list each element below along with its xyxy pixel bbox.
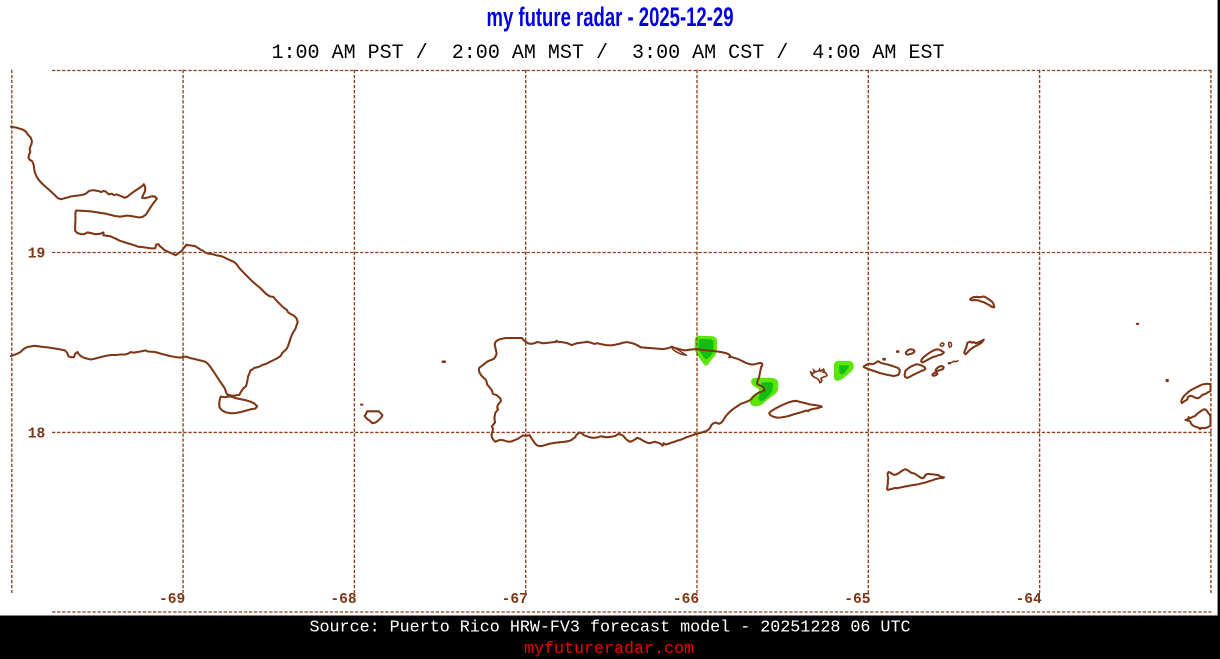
svg-text:18: 18 <box>28 426 46 442</box>
svg-text:my future radar - 2025-12-29: my future radar - 2025-12-29 <box>487 2 734 32</box>
svg-text:Source: Puerto Rico HRW-FV3 fo: Source: Puerto Rico HRW-FV3 forecast mod… <box>310 618 911 637</box>
svg-text:-68: -68 <box>330 592 356 608</box>
svg-text:19: 19 <box>28 246 46 262</box>
svg-text:1:00 AM PST / 2:00 AM MST /: 1:00 AM PST / 2:00 AM MST / 3:00 AM CST … <box>272 42 945 65</box>
svg-text:myfutureradar.com: myfutureradar.com <box>524 639 694 658</box>
svg-text:-64: -64 <box>1016 592 1043 608</box>
svg-text:-66: -66 <box>673 592 699 608</box>
svg-text:-69: -69 <box>159 592 185 608</box>
svg-text:-65: -65 <box>844 592 870 608</box>
svg-text:-67: -67 <box>502 592 528 608</box>
